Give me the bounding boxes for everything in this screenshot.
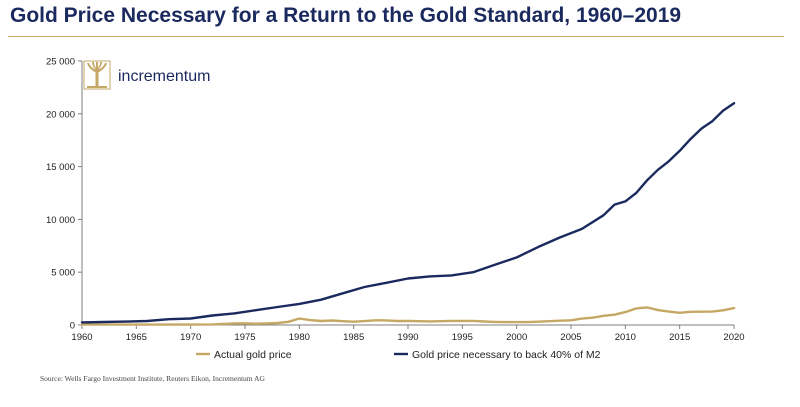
x-tick-label: 1975 <box>234 332 255 343</box>
axes: 0 5 000 10 000 15 000 20 000 25 000 1960 1965 19… <box>46 57 745 344</box>
incrementum-logo: incrementum <box>83 60 210 90</box>
y-tick-label: 15 000 <box>46 162 75 173</box>
x-tick-label: 2005 <box>560 332 581 343</box>
x-tick-label: 1965 <box>126 332 147 343</box>
legend-label: Gold price necessary to back 40% of M2 <box>412 349 601 361</box>
x-tick-label: 1980 <box>289 332 310 343</box>
x-tick-label: 1985 <box>343 332 364 343</box>
legend-label: Actual gold price <box>214 349 292 361</box>
y-tick-label: 25 000 <box>46 57 75 68</box>
tree-icon <box>87 62 107 88</box>
y-tick-label: 10 000 <box>46 215 75 226</box>
x-tick-label: 1970 <box>180 332 201 343</box>
series-line-0 <box>80 306 736 326</box>
series-layer <box>80 102 736 326</box>
x-tick-label: 2015 <box>669 332 690 343</box>
y-tick-label: 20 000 <box>46 109 75 120</box>
x-tick-label: 2010 <box>615 332 636 343</box>
x-tick-label: 2000 <box>506 332 527 343</box>
title-divider <box>8 36 784 37</box>
y-tick-label: 0 <box>70 321 75 332</box>
logo-text: incrementum <box>118 68 210 85</box>
legend: Actual gold price Gold price necessary to… <box>196 349 601 361</box>
y-tick-label: 5 000 <box>51 268 75 279</box>
x-tick-label: 1990 <box>397 332 418 343</box>
source-note: Source: Wells Fargo Investment Institute… <box>40 374 265 383</box>
series-line-1 <box>80 102 736 324</box>
chart-title: Gold Price Necessary for a Return to the… <box>10 4 682 27</box>
x-tick-label: 1995 <box>452 332 473 343</box>
x-tick-label: 2020 <box>723 332 744 343</box>
x-tick-label: 1960 <box>71 332 92 343</box>
